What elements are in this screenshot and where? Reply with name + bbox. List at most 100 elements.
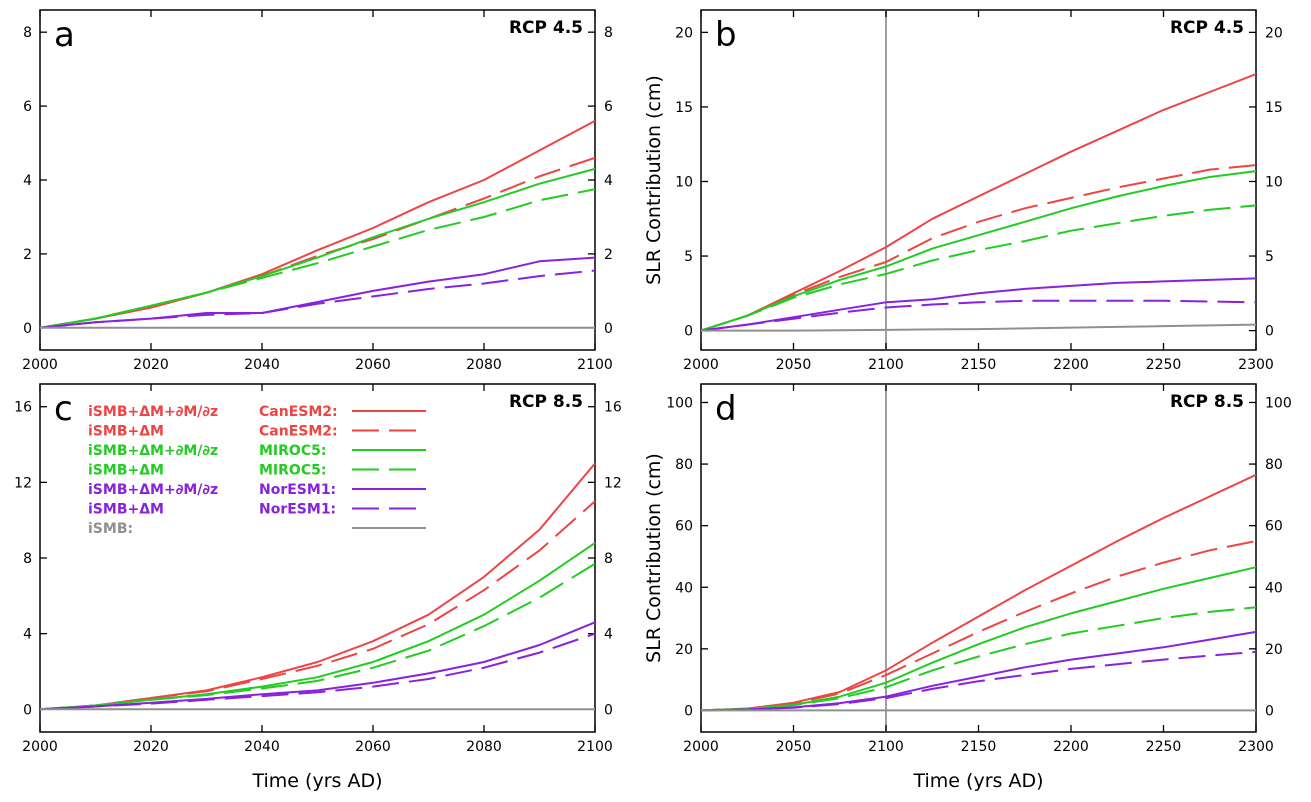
legend-entry: iSMB: <box>88 521 426 537</box>
y-tick-label-right: 6 <box>604 99 613 115</box>
y-tick-label-right: 20 <box>1265 642 1283 658</box>
y-tick-label-right: 80 <box>1265 457 1283 473</box>
series-miroc5-full <box>700 566 1257 712</box>
panel-c: 2000 2020 2040 2060 2080 2100 0 0 4 4 8 8 12 12 16 16 c R… <box>14 383 622 792</box>
series-miroc5-dm <box>39 562 596 711</box>
legend-term: iSMB+ΔM <box>88 463 164 479</box>
y-tick-label-right: 10 <box>1265 174 1283 190</box>
y-tick-label-right: 5 <box>1265 249 1274 265</box>
y-tick-label-left: 0 <box>23 702 32 718</box>
x-tick-label: 2040 <box>244 357 280 373</box>
series-canesm2-dm <box>700 540 1257 712</box>
y-tick-label-left: 10 <box>675 174 693 190</box>
y-tick-label-right: 60 <box>1265 519 1283 535</box>
scenario-label: RCP 8.5 <box>1170 392 1244 412</box>
y-tick-label-left: 8 <box>23 551 32 567</box>
y-tick-label-right: 4 <box>604 627 613 643</box>
legend-entry: iSMB+ΔM+∂M/∂z MIROC5: <box>88 443 426 459</box>
panel-a: 2000 2020 2040 2060 2080 2100 0 0 2 2 4 4 6 6 8 8 a RCP 4… <box>22 9 613 373</box>
series-miroc5-dm <box>39 188 596 329</box>
panel-letter: b <box>715 15 737 55</box>
x-tick-label: 2250 <box>1146 357 1182 373</box>
y-tick-label-left: 0 <box>23 321 32 337</box>
x-tick-label: 2000 <box>22 739 58 755</box>
x-tick-label: 2100 <box>868 357 904 373</box>
legend-model: NorESM1: <box>259 482 336 498</box>
y-tick-label-right: 100 <box>1265 395 1292 411</box>
x-tick-label: 2000 <box>683 739 719 755</box>
series-noresm1-full <box>39 256 596 329</box>
y-tick-label-right: 12 <box>604 475 622 491</box>
x-tick-label: 2060 <box>355 357 391 373</box>
y-tick-label-right: 0 <box>604 702 613 718</box>
y-tick-label-right: 15 <box>1265 100 1283 116</box>
y-tick-label-left: 6 <box>23 99 32 115</box>
legend-term: iSMB+ΔM <box>88 424 164 440</box>
x-tick-label: 2150 <box>961 357 997 373</box>
y-tick-label-left: 5 <box>684 249 693 265</box>
legend-term: iSMB: <box>88 521 133 537</box>
y-tick-label-right: 40 <box>1265 580 1283 596</box>
legend-term: iSMB+ΔM+∂M/∂z <box>88 482 218 498</box>
plot-frame <box>700 383 1257 733</box>
scenario-label: RCP 4.5 <box>1170 18 1244 38</box>
panel-letter: a <box>54 15 75 55</box>
panel-d: 2000 2050 2100 2150 2200 2250 2300 0 0 20 20 40 40 60… <box>643 383 1292 792</box>
series-noresm1-dm <box>700 299 1257 332</box>
x-tick-label: 2100 <box>577 357 613 373</box>
series-miroc5-dm <box>700 606 1257 712</box>
y-tick-label-left: 80 <box>675 457 693 473</box>
x-tick-label: 2150 <box>961 739 997 755</box>
x-tick-label: 2000 <box>683 357 719 373</box>
panel-letter: c <box>54 389 73 429</box>
y-axis-label: SLR Contribution (cm) <box>643 75 665 285</box>
x-tick-label: 2040 <box>244 739 280 755</box>
y-tick-label-left: 12 <box>14 475 32 491</box>
legend-model: NorESM1: <box>259 502 336 518</box>
y-tick-label-right: 2 <box>604 247 613 263</box>
x-tick-label: 2200 <box>1053 739 1089 755</box>
series-noresm1-dm <box>700 650 1257 712</box>
x-tick-label: 2050 <box>776 739 812 755</box>
y-tick-label-left: 4 <box>23 627 32 643</box>
y-tick-label-right: 0 <box>604 321 613 337</box>
legend-term: iSMB+ΔM+∂M/∂z <box>88 404 218 420</box>
legend-term: iSMB+ΔM+∂M/∂z <box>88 443 218 459</box>
y-tick-label-left: 15 <box>675 100 693 116</box>
series-noresm1-dm <box>39 632 596 711</box>
y-tick-label-left: 20 <box>675 642 693 658</box>
x-tick-label: 2020 <box>133 357 169 373</box>
scenario-label: RCP 8.5 <box>509 392 583 412</box>
x-tick-label: 2060 <box>355 739 391 755</box>
series-ismb <box>701 323 1257 332</box>
series-canesm2-dm <box>700 164 1257 332</box>
series-canesm2-full <box>700 473 1257 712</box>
series-miroc5-full <box>39 542 596 711</box>
y-tick-label-left: 60 <box>675 519 693 535</box>
x-tick-label: 2200 <box>1053 357 1089 373</box>
y-tick-label-right: 4 <box>604 173 613 189</box>
legend-entry: iSMB+ΔM+∂M/∂z NorESM1: <box>88 482 426 498</box>
plot-frame <box>39 9 596 351</box>
series-canesm2-full <box>700 73 1257 332</box>
legend-entry: iSMB+ΔM CanESM2: <box>88 424 426 440</box>
legend-entry: iSMB+ΔM+∂M/∂z CanESM2: <box>88 404 426 420</box>
y-tick-label-left: 4 <box>23 173 32 189</box>
x-tick-label: 2300 <box>1238 739 1274 755</box>
y-tick-label-right: 8 <box>604 25 613 41</box>
scenario-label: RCP 4.5 <box>509 18 583 38</box>
series-noresm1-dm <box>39 269 596 329</box>
legend-entry: iSMB+ΔM MIROC5: <box>88 463 426 479</box>
x-tick-label: 2080 <box>466 739 502 755</box>
legend-model: MIROC5: <box>259 443 326 459</box>
legend-term: iSMB+ΔM <box>88 502 164 518</box>
y-tick-label-left: 100 <box>666 395 693 411</box>
series-canesm2-dm <box>39 500 596 711</box>
legend-entry: iSMB+ΔM NorESM1: <box>88 502 426 518</box>
series-miroc5-dm <box>700 204 1257 332</box>
y-tick-label-left: 0 <box>684 324 693 340</box>
y-tick-label-right: 20 <box>1265 25 1283 41</box>
x-tick-label: 2300 <box>1238 357 1274 373</box>
